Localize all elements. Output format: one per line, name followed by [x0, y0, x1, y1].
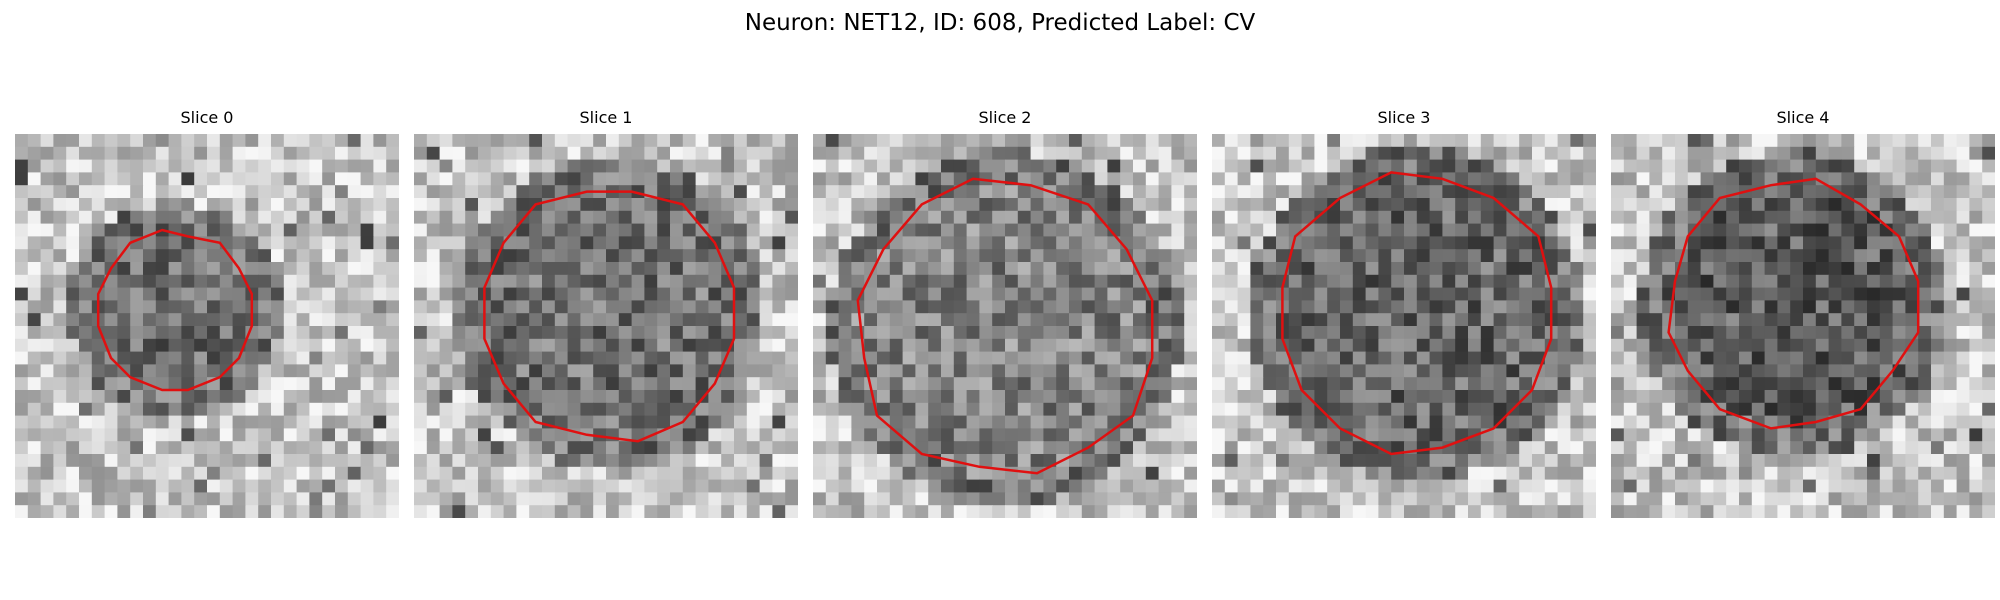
slice-panel-0: Slice 0	[15, 108, 399, 518]
slice-panel-3: Slice 3	[1212, 108, 1596, 518]
contour-1	[483, 190, 736, 443]
slice-image-3	[1212, 134, 1596, 518]
slice-title-0: Slice 0	[180, 108, 234, 127]
slice-image-4	[1611, 134, 1995, 518]
slice-panel-1: Slice 1	[414, 108, 798, 518]
contour-3	[1281, 171, 1553, 456]
slice-title-4: Slice 4	[1776, 108, 1830, 127]
figure-title: Neuron: NET12, ID: 608, Predicted Label:…	[744, 10, 1256, 36]
slice-title-3: Slice 3	[1377, 108, 1431, 127]
slice-image-2	[813, 134, 1197, 518]
contour-4	[1667, 177, 1920, 430]
slice-title-2: Slice 2	[978, 108, 1032, 127]
slice-panel-2: Slice 2	[813, 108, 1197, 518]
slice-panel-4: Slice 4	[1611, 108, 1995, 518]
slice-image-1	[414, 134, 798, 518]
slice-image-0	[15, 134, 399, 518]
contour-0	[96, 228, 254, 392]
contour-2	[856, 177, 1154, 475]
slice-title-1: Slice 1	[579, 108, 633, 127]
